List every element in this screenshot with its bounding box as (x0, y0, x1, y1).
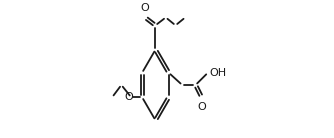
Text: O: O (197, 102, 206, 112)
Text: O: O (124, 92, 133, 102)
Text: O: O (141, 3, 150, 13)
Text: OH: OH (210, 68, 227, 78)
